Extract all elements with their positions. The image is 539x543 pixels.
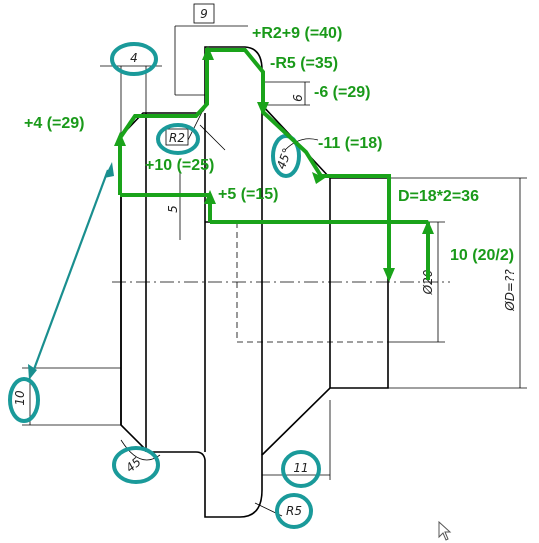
arrow-right-c — [312, 172, 325, 184]
dim-r5: R5 — [286, 504, 302, 518]
mouse-cursor-icon — [438, 520, 452, 541]
arrow-down-b — [257, 102, 269, 116]
anno-minus-r5: -R5 (=35) — [270, 55, 338, 72]
dim-45-top: 45° — [274, 146, 294, 171]
dim-dd: ØD=?? — [503, 269, 517, 312]
dim-r2: R2 — [169, 131, 185, 145]
arrow-up-a — [202, 46, 214, 60]
anno-minus-11: -11 (=18) — [318, 135, 382, 152]
highlight-45-bottom — [112, 446, 160, 484]
dimension-texts: 9 4 6 R2 45° 5 Ø20 ØD=?? 10 45 11 R5 — [13, 3, 517, 518]
dim-45-bottom: 45 — [123, 455, 144, 476]
anno-r2-plus-9: +R2+9 (=40) — [252, 25, 342, 42]
anno-d-formula: D=18*2=36 — [398, 188, 479, 205]
highlight-11 — [281, 450, 321, 488]
arrow-up-g — [422, 220, 434, 234]
arrow-up-f — [204, 190, 216, 204]
dim-9: 9 — [200, 7, 208, 21]
dim-4: 4 — [130, 51, 138, 65]
anno-plus-5: +5 (=15) — [218, 186, 278, 203]
highlight-10 — [8, 377, 40, 423]
teal-arrowhead-top — [104, 162, 114, 178]
arrow-up-d — [114, 132, 126, 146]
arrow-down-e — [383, 268, 395, 282]
green-annotations: +R2+9 (=40) -R5 (=35) -6 (=29) +4 (=29) … — [24, 25, 514, 264]
green-trace — [114, 46, 434, 282]
highlight-4 — [110, 42, 158, 76]
dim-6: 6 — [291, 94, 305, 102]
dim-11: 11 — [293, 461, 308, 475]
dim-d20: Ø20 — [421, 269, 435, 295]
teal-arrowhead-bottom — [28, 364, 37, 380]
dim-5: 5 — [166, 205, 180, 213]
highlight-r5 — [275, 493, 313, 529]
anno-plus-10: +10 (=25) — [145, 157, 214, 174]
teal-arrow-line — [31, 169, 110, 373]
green-path-main — [118, 48, 391, 278]
highlight-r2 — [156, 123, 200, 155]
anno-ten-half: 10 (20/2) — [450, 247, 514, 264]
anno-minus-6: -6 (=29) — [314, 84, 370, 101]
dim-10: 10 — [13, 390, 27, 406]
anno-plus-4: +4 (=29) — [24, 115, 84, 132]
